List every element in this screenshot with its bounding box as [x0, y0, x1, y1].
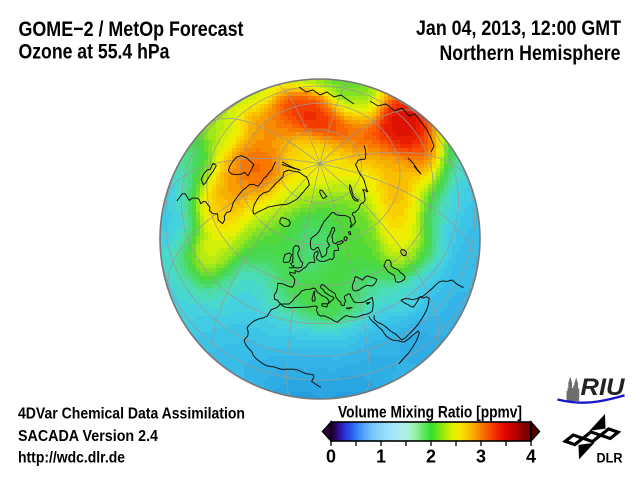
svg-text:Volume Mixing Ratio [ppmv]: Volume Mixing Ratio [ppmv] — [338, 404, 522, 422]
svg-text:DLR: DLR — [597, 450, 623, 465]
svg-text:0: 0 — [326, 447, 336, 467]
svg-text:3: 3 — [476, 447, 486, 467]
svg-text:http://wdc.dlr.de: http://wdc.dlr.de — [18, 450, 125, 467]
svg-text:GOME−2 / MetOp Forecast: GOME−2 / MetOp Forecast — [19, 17, 244, 41]
svg-text:SACADA Version 2.4: SACADA Version 2.4 — [18, 428, 158, 445]
svg-text:Jan 04, 2013, 12:00 GMT: Jan 04, 2013, 12:00 GMT — [416, 16, 621, 40]
svg-text:4DVar Chemical Data Assimilati: 4DVar Chemical Data Assimilation — [18, 406, 245, 423]
svg-text:Northern Hemisphere: Northern Hemisphere — [440, 41, 621, 65]
svg-text:1: 1 — [376, 447, 386, 467]
svg-text:Ozone at 55.4 hPa: Ozone at 55.4 hPa — [19, 40, 171, 64]
svg-text:2: 2 — [426, 447, 436, 467]
svg-text:4: 4 — [526, 447, 536, 467]
